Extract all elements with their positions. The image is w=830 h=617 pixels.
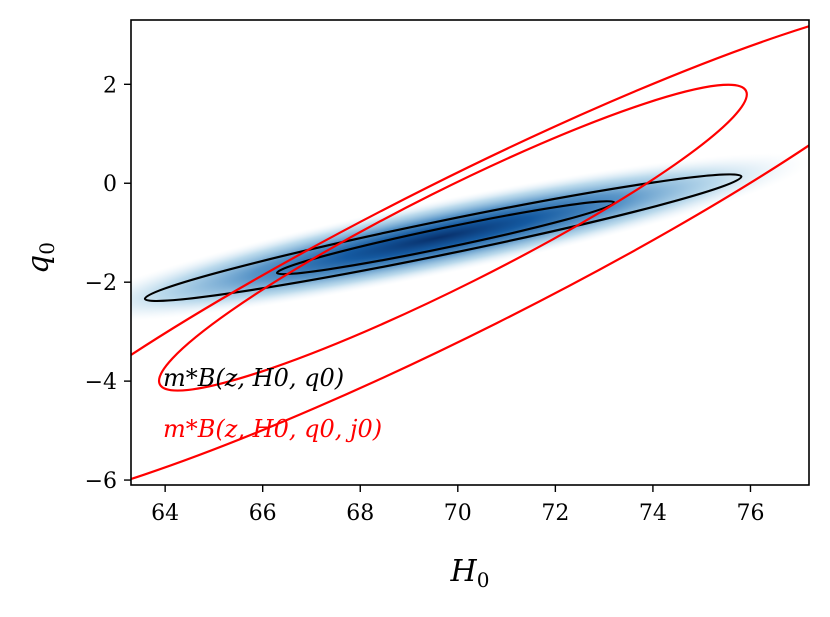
x-tick-label: 70 — [444, 501, 472, 526]
x-tick-label: 68 — [346, 501, 374, 526]
x-axis-label: H0 — [450, 554, 490, 592]
x-tick-label: 76 — [736, 501, 764, 526]
contour-series1-inner — [275, 200, 616, 276]
ticks-layer: 64 66 68 70 72 74 76 −6 −4 −2 0 2 — [85, 73, 765, 526]
y-tick-label: 2 — [103, 73, 117, 98]
density-blob — [131, 153, 809, 323]
y-tick-label: −2 — [85, 271, 117, 296]
y-axis-label: q0 — [21, 242, 59, 274]
plot-frame — [130, 19, 810, 486]
plot-layer — [131, 20, 809, 485]
x-tick-label: 64 — [151, 501, 179, 526]
legend: m*B(z, H0, q0) m*B(z, H0, q0, j0) — [163, 364, 382, 443]
x-tick-label: 72 — [541, 501, 569, 526]
x-tick-label: 66 — [249, 501, 277, 526]
x-tick-label: 74 — [639, 501, 667, 526]
contour-series2-outer — [131, 20, 809, 485]
contour-series2-inner — [157, 83, 748, 392]
contour-series1-outer — [143, 173, 743, 303]
y-tick-label: −6 — [85, 469, 117, 494]
y-tick-label: 0 — [103, 172, 117, 197]
legend-entry-2: m*B(z, H0, q0, j0) — [163, 415, 382, 443]
legend-entry-1: m*B(z, H0, q0) — [163, 364, 344, 392]
y-tick-label: −4 — [85, 370, 117, 395]
